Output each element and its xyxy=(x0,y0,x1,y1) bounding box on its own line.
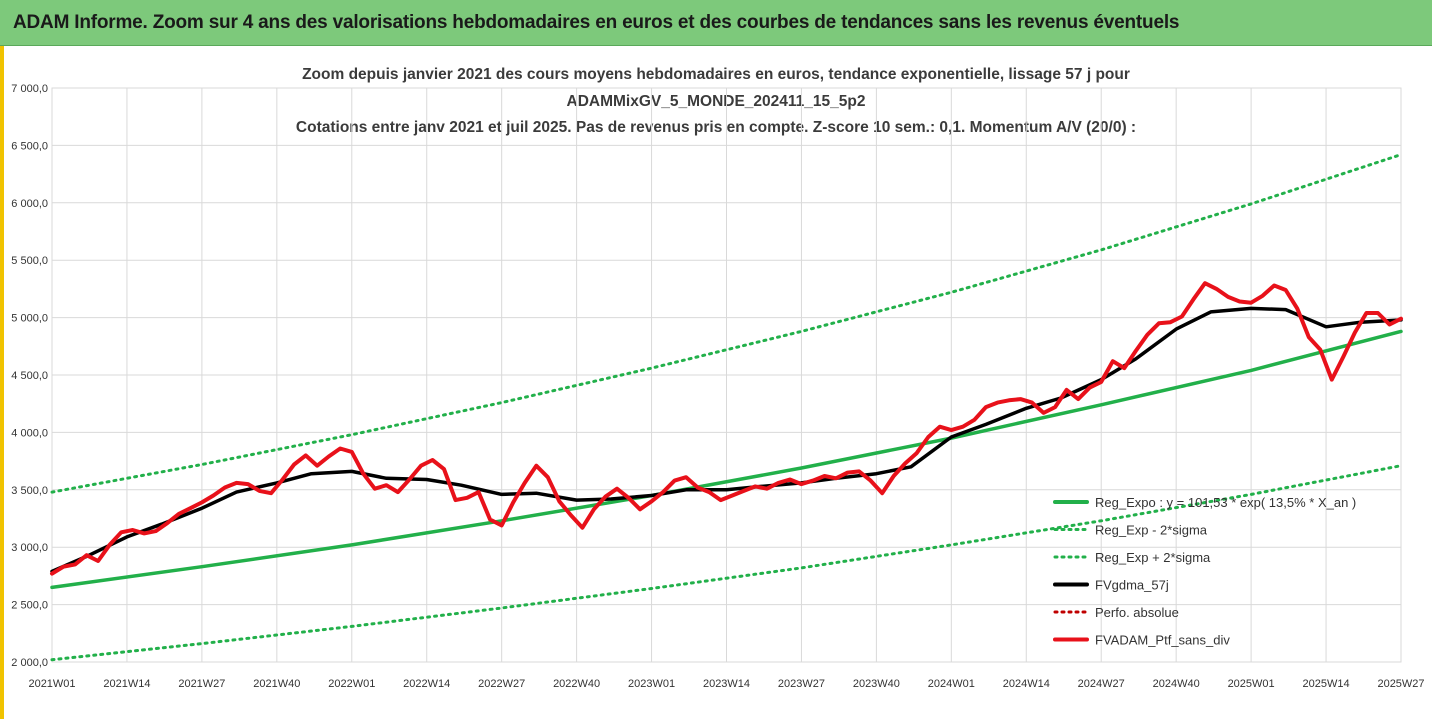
x-tick-label: 2025W01 xyxy=(1228,678,1275,690)
series-line-fvgdma-57j xyxy=(50,306,1403,574)
y-tick-label: 6 500,0 xyxy=(11,140,48,152)
legend-label: Perfo. absolue xyxy=(1095,605,1179,620)
header-banner: ADAM Informe. Zoom sur 4 ans des valoris… xyxy=(0,0,1432,46)
x-tick-label: 2023W01 xyxy=(628,678,675,690)
x-tick-label: 2022W27 xyxy=(478,678,525,690)
series-line-reg-exp-2-sigma xyxy=(50,153,1403,494)
y-tick-label: 3 000,0 xyxy=(11,542,48,554)
x-tick-label: 2021W14 xyxy=(103,678,150,690)
x-tick-label: 2023W14 xyxy=(703,678,750,690)
y-tick-label: 4 500,0 xyxy=(11,370,48,382)
chart-title-line-1: Zoom depuis janvier 2021 des cours moyen… xyxy=(302,66,1130,83)
x-tick-label: 2023W40 xyxy=(853,678,900,690)
y-tick-label: 7 000,0 xyxy=(11,83,48,95)
x-tick-label: 2022W14 xyxy=(403,678,450,690)
chart-title-line-3: Cotations entre janv 2021 et juil 2025. … xyxy=(295,119,1137,136)
legend-label: FVgdma_57j xyxy=(1095,578,1169,593)
grid xyxy=(51,87,1402,663)
y-tick-label: 2 000,0 xyxy=(11,657,48,669)
x-tick-label: 2021W27 xyxy=(178,678,225,690)
x-tick-label: 2025W27 xyxy=(1377,678,1424,690)
x-tick-label: 2024W40 xyxy=(1153,678,1200,690)
series-lines xyxy=(50,153,1403,662)
frame-accent xyxy=(0,46,4,719)
x-axis: 2021W01 2021W14 2021W27 2021W40 2022W01 2022W… xyxy=(28,678,1424,690)
y-tick-label: 5 000,0 xyxy=(11,313,48,325)
x-tick-label: 2022W40 xyxy=(553,678,600,690)
x-tick-label: 2023W27 xyxy=(778,678,825,690)
x-tick-label: 2021W40 xyxy=(253,678,300,690)
x-tick-label: 2024W01 xyxy=(928,678,975,690)
chart-title-line-2: ADAMMixGV_5_MONDE_202411_15_5p2 xyxy=(566,93,866,110)
series-line-reg-expo-y-101-53-exp-13-5-x-an xyxy=(50,329,1403,590)
x-tick-label: 2022W01 xyxy=(328,678,375,690)
y-tick-label: 5 500,0 xyxy=(11,255,48,267)
x-tick-label: 2025W14 xyxy=(1303,678,1350,690)
legend-label: Reg_Exp - 2*sigma xyxy=(1095,523,1208,538)
y-axis: 2 000,0 2 500,0 3 000,0 3 500,0 4 000,0 4 500… xyxy=(11,83,48,669)
y-tick-label: 6 000,0 xyxy=(11,198,48,210)
x-tick-label: 2024W27 xyxy=(1078,678,1125,690)
y-tick-label: 2 500,0 xyxy=(11,600,48,612)
legend-label: FVADAM_Ptf_sans_div xyxy=(1095,633,1230,648)
report-title: ADAM Informe. Zoom sur 4 ans des valoris… xyxy=(13,12,1180,33)
x-tick-label: 2024W14 xyxy=(1003,678,1050,690)
y-tick-label: 3 500,0 xyxy=(11,485,48,497)
legend: Reg_Expo : y = 101,53 * exp( 13,5% * X_a… xyxy=(1053,495,1356,648)
legend-label: Reg_Exp + 2*sigma xyxy=(1095,550,1211,565)
y-tick-label: 4 000,0 xyxy=(11,427,48,439)
series-line-fvadam-ptf-sans-div xyxy=(50,281,1403,576)
x-tick-label: 2021W01 xyxy=(28,678,75,690)
legend-label: Reg_Expo : y = 101,53 * exp( 13,5% * X_a… xyxy=(1095,495,1356,510)
series-line-reg-exp-2-sigma xyxy=(50,464,1403,662)
